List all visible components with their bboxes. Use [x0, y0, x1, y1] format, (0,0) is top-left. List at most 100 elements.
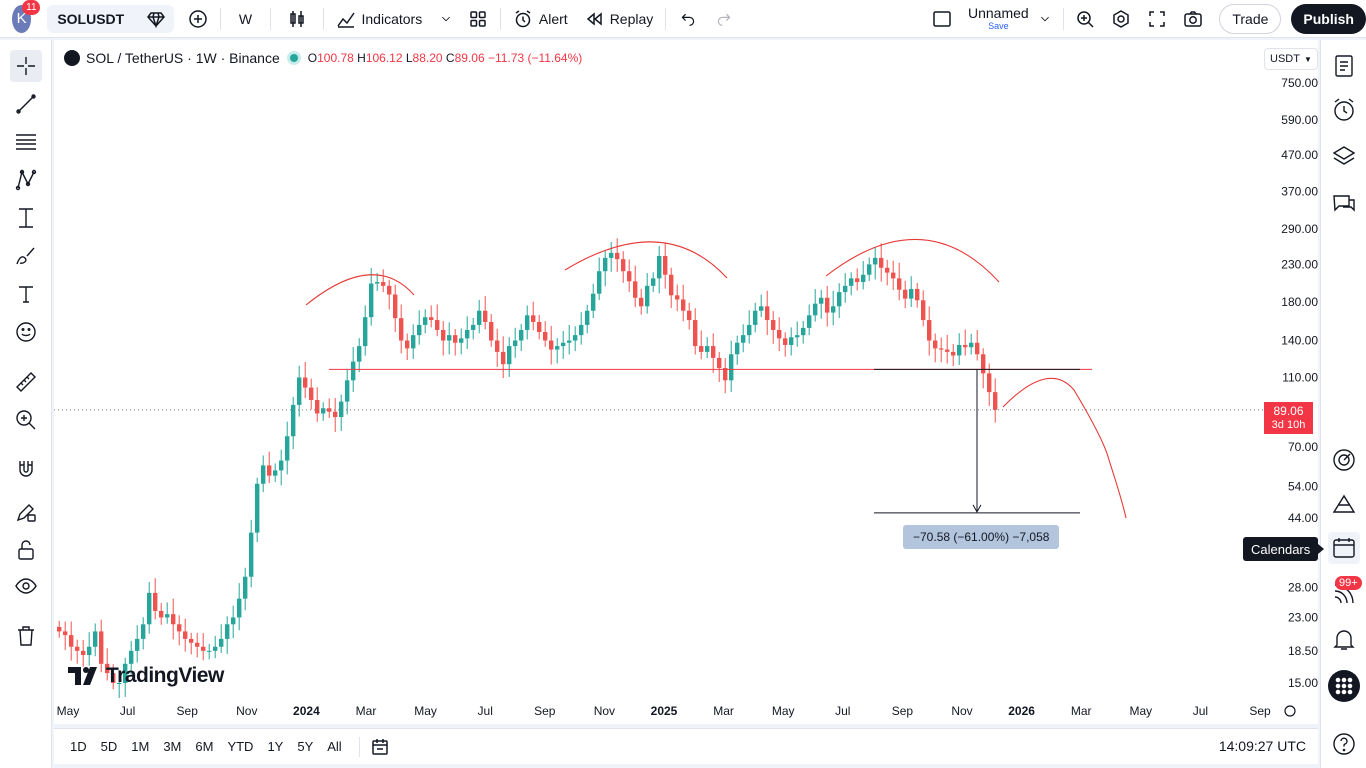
chart-type-button[interactable] — [275, 0, 319, 38]
candle-body — [699, 346, 704, 352]
candle-body — [867, 264, 872, 275]
watchlist-button[interactable] — [1328, 50, 1360, 82]
user-avatar[interactable]: K 11 — [12, 0, 41, 33]
text-icon — [19, 286, 33, 303]
clock-timezone[interactable]: 14:09:27 UTC — [1218, 738, 1306, 754]
price-range-label[interactable]: −70.58 (−61.00%) −7,058 — [903, 525, 1060, 549]
candle-body — [945, 349, 950, 352]
settings-button[interactable] — [1103, 0, 1139, 38]
pattern-tool[interactable] — [10, 164, 42, 196]
time-axis-label: Jul — [1193, 704, 1208, 718]
candle-body — [753, 310, 758, 325]
zoom-in-icon — [16, 410, 36, 430]
currency-select[interactable]: USDT ▼ — [1264, 48, 1318, 70]
market-status-icon[interactable] — [289, 54, 298, 62]
calendars-button[interactable] — [1328, 532, 1360, 564]
help-icon — [1333, 733, 1355, 755]
candle-body — [633, 281, 638, 298]
legend-title[interactable]: SOL / TetherUS · 1W · Binance — [86, 50, 280, 66]
diamond-icon[interactable] — [146, 9, 166, 29]
candle-body — [711, 346, 716, 358]
candle-body — [153, 592, 158, 611]
candle-body — [645, 285, 650, 307]
range-button-5y[interactable]: 5Y — [297, 739, 314, 754]
go-to-date-button[interactable] — [370, 737, 390, 757]
hide-drawings-tool[interactable] — [10, 570, 42, 602]
range-button-6m[interactable]: 6M — [195, 739, 214, 754]
candle-body — [291, 404, 296, 437]
right-shoulder-arc — [825, 238, 1000, 283]
candle-body — [543, 332, 548, 341]
interval-button[interactable]: W — [225, 0, 266, 38]
text-tool[interactable] — [10, 278, 42, 310]
candle-body — [297, 377, 302, 405]
candle-body — [63, 631, 68, 636]
candle-body — [465, 329, 470, 339]
zoom-in-tool[interactable] — [10, 404, 42, 436]
candle-body — [555, 346, 560, 350]
help-button[interactable] — [1328, 728, 1360, 760]
ruler-tool[interactable] — [10, 366, 42, 398]
range-button-1m[interactable]: 1M — [131, 739, 150, 754]
notifications-button[interactable] — [1328, 624, 1360, 656]
indicators-label: Indicators — [361, 10, 423, 27]
magnet-tool[interactable] — [10, 454, 42, 486]
broadcast-icon — [1334, 584, 1354, 604]
indicators-button[interactable]: Indicators — [328, 0, 461, 38]
candle-body — [615, 252, 620, 260]
products-button[interactable] — [1328, 670, 1360, 702]
compare-symbol-button[interactable] — [180, 0, 216, 38]
layout-save-link[interactable]: Save — [988, 21, 1009, 31]
price-chart[interactable]: 750.00 590.00 470.00 370.00 290.00 230.00 180.… — [54, 40, 1318, 724]
tv-logo-icon — [68, 667, 97, 685]
emoji-tool[interactable] — [10, 316, 42, 348]
templates-button[interactable] — [460, 0, 496, 38]
symbol-search-button[interactable]: SOLUSDT — [47, 4, 175, 33]
price-axis-label: 590.00 — [1281, 113, 1318, 127]
replay-button[interactable]: Replay — [576, 0, 662, 38]
price-axis-label: 44.00 — [1288, 511, 1318, 525]
publish-button[interactable]: Publish — [1291, 3, 1366, 34]
candle-body — [777, 329, 782, 339]
range-button-5d[interactable]: 5D — [100, 739, 118, 754]
streams-button[interactable] — [1328, 578, 1360, 610]
candle-body — [285, 436, 290, 461]
remove-drawings-tool[interactable] — [10, 620, 42, 652]
lock-all-drawings-tool[interactable] — [10, 534, 42, 566]
range-button-1d[interactable]: 1D — [70, 739, 87, 754]
quick-search-button[interactable] — [1067, 0, 1103, 38]
prediction-tool[interactable] — [10, 202, 42, 234]
range-button-all[interactable]: All — [327, 739, 342, 754]
legend-low: 88.20 — [412, 51, 443, 65]
redo-button[interactable] — [706, 0, 742, 38]
crosshair-tool[interactable] — [10, 50, 42, 82]
range-button-1y[interactable]: 1Y — [267, 739, 284, 754]
alert-button[interactable]: Alert — [505, 0, 576, 38]
lock-drawings-edit-tool[interactable] — [10, 496, 42, 528]
range-button-ytd[interactable]: YTD — [227, 739, 254, 754]
alerts-panel-button[interactable] — [1328, 94, 1360, 126]
candle-body — [231, 617, 236, 625]
drawing-toolbar — [0, 40, 52, 768]
candle-body — [243, 576, 248, 599]
candle-body — [429, 317, 434, 321]
trend-line-tool[interactable] — [10, 88, 42, 120]
object-tree-button[interactable] — [1328, 140, 1360, 172]
fullscreen-button[interactable] — [1139, 0, 1175, 38]
trade-button[interactable]: Trade — [1219, 3, 1282, 34]
candle-body — [501, 351, 506, 365]
candle-body — [765, 306, 770, 321]
range-button-3m[interactable]: 3M — [163, 739, 182, 754]
hotlists-button[interactable] — [1328, 444, 1360, 476]
tradingview-logo[interactable]: TradingView — [68, 664, 224, 688]
brush-tool[interactable] — [10, 240, 42, 272]
ideas-button[interactable] — [1328, 488, 1360, 520]
layout-select-checkbox[interactable] — [924, 0, 960, 38]
candle-body — [459, 338, 464, 343]
undo-button[interactable] — [670, 0, 706, 38]
snapshot-button[interactable] — [1175, 0, 1211, 38]
chats-button[interactable] — [1328, 188, 1360, 220]
layout-name-button[interactable]: Unnamed Save — [960, 0, 1059, 38]
fib-tool[interactable] — [10, 126, 42, 158]
chart-pane[interactable]: 750.00 590.00 470.00 370.00 290.00 230.00 180.… — [54, 40, 1318, 724]
